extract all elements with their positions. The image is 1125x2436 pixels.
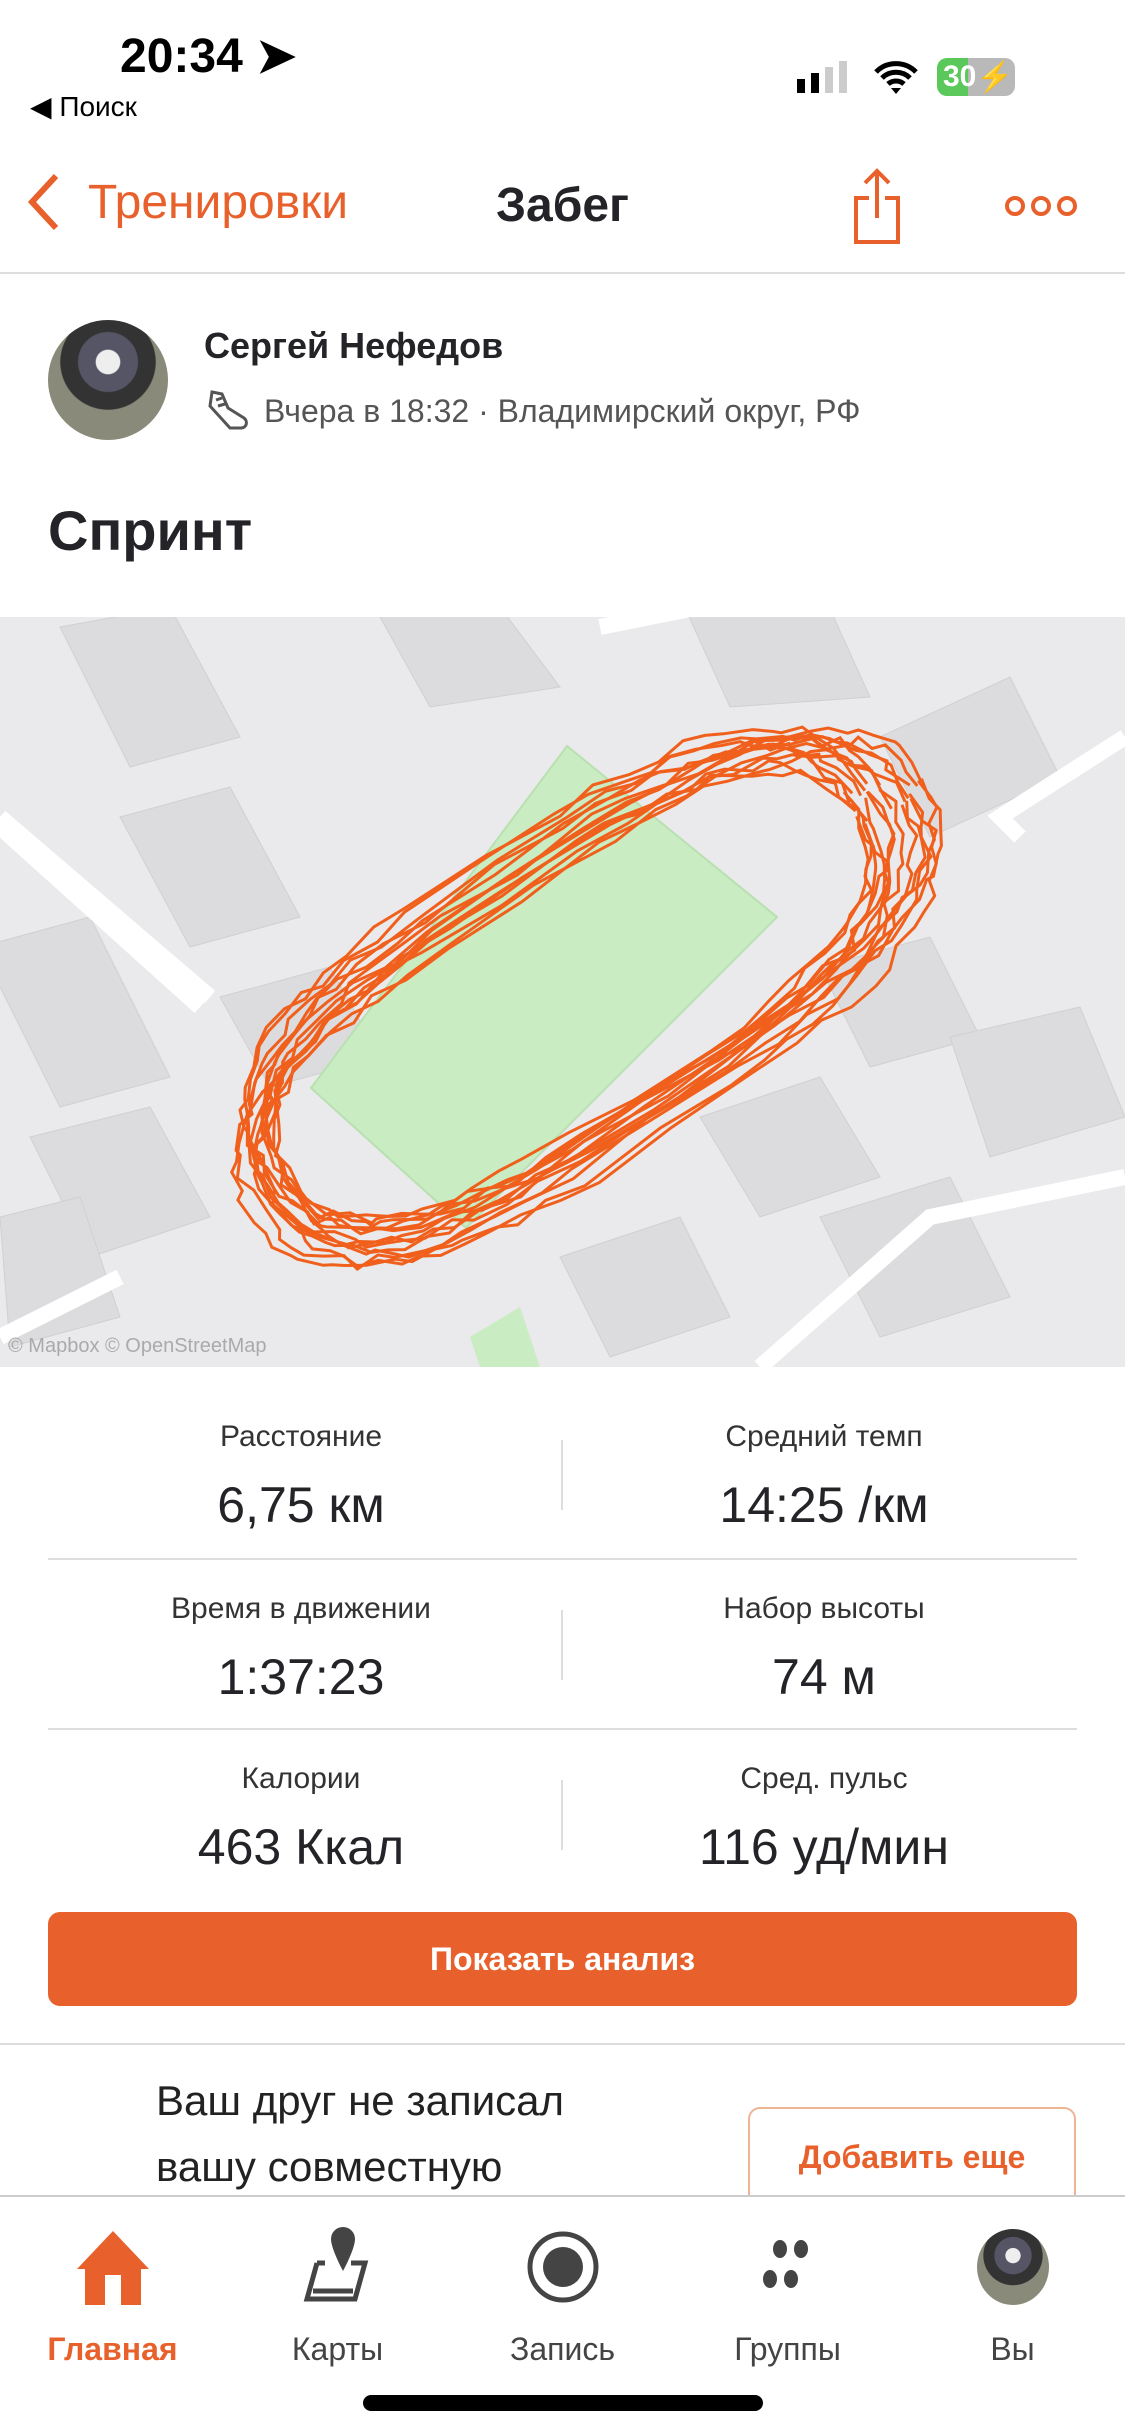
battery-level: 30 <box>943 60 977 93</box>
tab-label: Карты <box>291 2331 384 2367</box>
activity-meta: Вчера в 18:32 · Владимирский округ, РФ <box>204 388 860 434</box>
divider <box>561 1610 563 1680</box>
nav-divider <box>0 272 1125 274</box>
stat-elevation-gain: Набор высоты 74 м <box>543 1592 1105 1706</box>
show-analysis-button[interactable]: Показать анализ <box>48 1912 1077 2006</box>
divider <box>48 1558 1077 1560</box>
map-canvas <box>0 617 1125 1367</box>
back-to-search[interactable]: ◀ Поиск <box>30 91 137 122</box>
battery-icon: 30 ⚡ <box>937 58 1015 96</box>
tab-label: Вы <box>990 2331 1035 2367</box>
stat-value: 74 м <box>772 1649 876 1705</box>
chevron-left-icon <box>27 173 59 231</box>
home-indicator[interactable] <box>363 2395 763 2411</box>
tab-you[interactable]: Вы <box>900 2217 1125 2368</box>
home-icon <box>76 2231 149 2305</box>
route-lap <box>253 735 939 1247</box>
signal-icon <box>797 61 847 93</box>
record-icon <box>527 2231 598 2303</box>
tab-maps[interactable]: Карты <box>225 2217 450 2368</box>
add-more-button[interactable]: Добавить еще <box>748 2107 1076 2207</box>
divider <box>0 2043 1125 2045</box>
friend-prompt-line: вашу совместную <box>156 2143 503 2190</box>
athlete-name[interactable]: Сергей Нефедов <box>204 325 504 366</box>
athlete-avatar[interactable] <box>48 320 168 440</box>
time-text: 20:34 <box>120 30 243 83</box>
divider <box>561 1780 563 1850</box>
more-options-icon[interactable] <box>1004 192 1078 220</box>
stat-label: Средний темп <box>725 1420 923 1453</box>
stat-value: 6,75 км <box>217 1477 385 1533</box>
back-label: Тренировки <box>88 175 349 229</box>
tab-label: Группы <box>734 2331 841 2367</box>
tab-label: Запись <box>510 2331 615 2367</box>
stat-avg-heart-rate: Сред. пульс 116 уд/мин <box>543 1762 1105 1876</box>
activity-meta-text: Вчера в 18:32 · Владимирский округ, РФ <box>264 392 861 429</box>
route-map[interactable] <box>0 617 1125 1367</box>
stat-calories: Калории 463 Ккал <box>20 1762 582 1876</box>
tab-label: Главная <box>47 2331 178 2367</box>
stat-avg-pace: Средний темп 14:25 /км <box>543 1420 1105 1534</box>
stat-label: Набор высоты <box>723 1592 925 1625</box>
stat-label: Сред. пульс <box>740 1762 908 1795</box>
tab-groups[interactable]: Группы <box>675 2217 900 2368</box>
divider <box>561 1440 563 1510</box>
running-shoe-icon <box>208 390 248 430</box>
groups-icon <box>762 2240 808 2288</box>
back-button[interactable]: Тренировки <box>24 172 348 232</box>
map-roads <box>0 617 1125 1367</box>
friend-prompt-line: Ваш друг не записал <box>156 2077 565 2124</box>
friend-prompt: Ваш друг не записал вашу совместную <box>156 2068 564 2200</box>
park-area <box>470 1307 540 1367</box>
stat-distance: Расстояние 6,75 км <box>20 1420 582 1534</box>
stat-label: Расстояние <box>219 1420 383 1453</box>
stat-value: 14:25 /км <box>719 1477 929 1533</box>
route-lap <box>234 735 933 1272</box>
activity-title: Спринт <box>48 499 253 562</box>
stat-value: 1:37:23 <box>217 1649 385 1705</box>
map-attribution[interactable]: © Mapbox © OpenStreetMap <box>8 1335 267 1357</box>
location-arrow-icon: ➤ <box>256 30 297 83</box>
avatar <box>976 2229 1049 2305</box>
route-lap <box>253 726 943 1250</box>
status-icons: 30 ⚡ <box>795 58 1015 96</box>
route-track <box>230 725 943 1272</box>
route-lap <box>272 768 892 1259</box>
wifi-icon <box>874 61 918 94</box>
sports-field <box>309 744 779 1230</box>
stat-moving-time: Время в движении 1:37:23 <box>20 1592 582 1706</box>
tab-home[interactable]: Главная <box>0 2217 225 2368</box>
map-icon <box>303 2227 368 2302</box>
route-lap <box>266 735 905 1225</box>
share-icon[interactable] <box>852 168 902 244</box>
tab-record[interactable]: Запись <box>450 2217 675 2368</box>
divider <box>48 1728 1077 1730</box>
stat-value: 463 Ккал <box>197 1819 405 1875</box>
stat-label: Время в движении <box>171 1592 431 1625</box>
status-time: 20:34 ➤ <box>120 28 296 84</box>
stat-value: 116 уд/мин <box>699 1819 949 1875</box>
stat-label: Калории <box>241 1762 361 1795</box>
